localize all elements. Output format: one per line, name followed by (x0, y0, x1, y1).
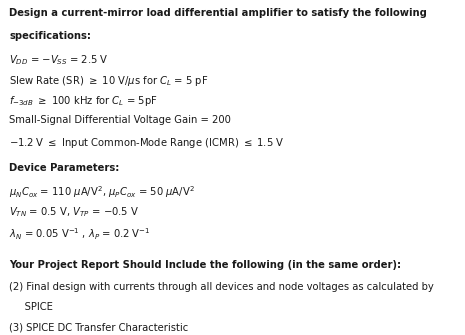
Text: Your Project Report Should Include the following (in the same order):: Your Project Report Should Include the f… (9, 260, 401, 270)
Text: $f_{-3dB}$ $\geq$ 100 kHz for $C_L$ = 5pF: $f_{-3dB}$ $\geq$ 100 kHz for $C_L$ = 5p… (9, 94, 158, 109)
Text: (3) SPICE DC Transfer Characteristic: (3) SPICE DC Transfer Characteristic (9, 322, 188, 332)
Text: Design a current-mirror load differential amplifier to satisfy the following: Design a current-mirror load differentia… (9, 8, 427, 18)
Text: $V_{DD}$ = $-V_{SS}$ = 2.5 V: $V_{DD}$ = $-V_{SS}$ = 2.5 V (9, 53, 109, 67)
Text: SPICE: SPICE (9, 302, 53, 312)
Text: $-$1.2 V $\leq$ Input Common-Mode Range (ICMR) $\leq$ 1.5 V: $-$1.2 V $\leq$ Input Common-Mode Range … (9, 136, 285, 150)
Text: $\lambda_N$ = 0.05 V$^{-1}$ , $\lambda_P$ = 0.2 V$^{-1}$: $\lambda_N$ = 0.05 V$^{-1}$ , $\lambda_P… (9, 226, 151, 242)
Text: (2) Final design with currents through all devices and node voltages as calculat: (2) Final design with currents through a… (9, 282, 434, 292)
Text: Slew Rate (SR) $\geq$ 10 V/$\mu$s for $C_L$ = 5 pF: Slew Rate (SR) $\geq$ 10 V/$\mu$s for $C… (9, 74, 209, 88)
Text: $V_{TN}$ = 0.5 V, $V_{TP}$ = $-$0.5 V: $V_{TN}$ = 0.5 V, $V_{TP}$ = $-$0.5 V (9, 205, 140, 219)
Text: specifications:: specifications: (9, 31, 91, 41)
Text: $\mu_N C_{ox}$ = 110 $\mu$A/V$^2$, $\mu_P C_{ox}$ = 50 $\mu$A/V$^2$: $\mu_N C_{ox}$ = 110 $\mu$A/V$^2$, $\mu_… (9, 185, 195, 200)
Text: Device Parameters:: Device Parameters: (9, 163, 120, 174)
Text: Small-Signal Differential Voltage Gain = 200: Small-Signal Differential Voltage Gain =… (9, 115, 231, 125)
